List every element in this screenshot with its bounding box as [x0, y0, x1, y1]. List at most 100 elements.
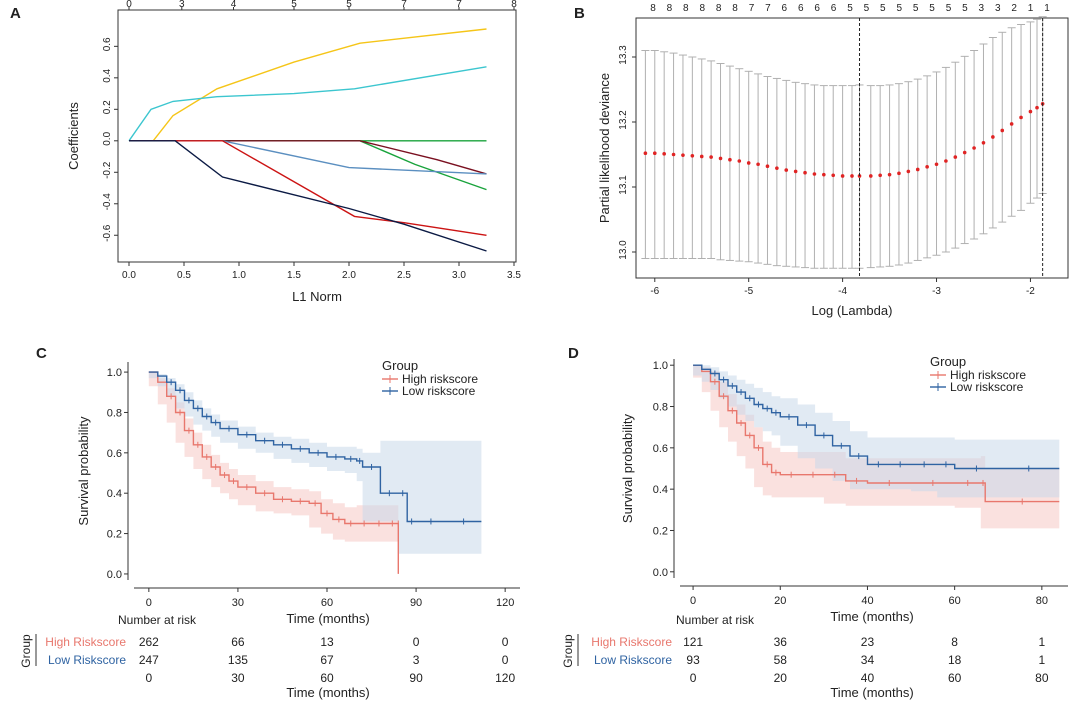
risk-row-label: Low Riskscore: [48, 653, 126, 667]
panel-b: B-6 -5 -4 -3 -213.013.113.213.38 8 8 8 8 8 7 7 6 6 6 6 5…: [574, 3, 1069, 318]
y-axis-title: Survival probability: [76, 416, 91, 526]
top-tick-label: 7: [401, 0, 407, 10]
confidence-band: [693, 365, 1060, 498]
top-tick-label: 3: [179, 0, 185, 10]
top-tick-label: 0: [126, 0, 132, 10]
panel-label-d: D: [568, 345, 579, 362]
x-tick-label: -3: [932, 286, 941, 297]
top-count-label: 8: [650, 3, 656, 14]
risk-count: 8: [951, 635, 958, 649]
plot-frame: [635, 17, 1069, 279]
deviance-point: [953, 155, 958, 159]
y-tick-label: 0.2: [107, 529, 122, 541]
deviance-point: [728, 157, 732, 162]
survival-curve: [693, 364, 1060, 503]
risk-table: Number at risk High Riskscore 121 36 23 8 1 Low…: [561, 613, 1049, 700]
y-tick-label: 0.4: [653, 484, 668, 496]
top-count-label: 5: [962, 3, 968, 14]
top-count-label: 8: [699, 3, 705, 14]
risk-time-label: 60: [320, 671, 334, 685]
risk-count: 1: [1038, 653, 1045, 667]
deviance-point: [775, 166, 779, 170]
x-axis-title: L1 Norm: [292, 289, 342, 304]
deviance-point: [718, 156, 723, 161]
y-tick-label: 0.0: [107, 569, 122, 581]
deviance-point: [1028, 109, 1033, 114]
top-count-label: 8: [683, 3, 689, 14]
deviance-point: [1035, 105, 1039, 110]
legend-title: Group: [382, 358, 418, 373]
x-tick-label: -6: [650, 286, 659, 297]
y-tick-label: 0.6: [107, 448, 122, 460]
top-count-label: 1: [1028, 3, 1034, 14]
panel-label-c: C: [36, 345, 47, 362]
risk-count: 18: [948, 653, 962, 667]
top-count-label: 8: [716, 3, 722, 14]
top-count-label: 7: [749, 3, 755, 14]
x-axis-title: Log (Lambda): [812, 303, 893, 318]
top-count-label: 5: [864, 3, 870, 14]
deviance-point: [906, 169, 911, 174]
top-count-label: 2: [1011, 3, 1017, 14]
y-axis-title: Survival probability: [620, 413, 635, 523]
coef-path-maroon: [129, 140, 487, 175]
deviance-point: [681, 153, 685, 157]
legend-entry: High riskscore: [950, 368, 1026, 382]
risk-count: 135: [228, 653, 248, 667]
y-tick-label: 13.1: [618, 175, 629, 195]
top-count-label: 3: [995, 3, 1001, 14]
x-tick-label: 0: [146, 597, 152, 609]
deviance-point: [699, 154, 704, 159]
risk-table: Number at risk High Riskscore 262 66 13 0 0 Low…: [19, 613, 515, 700]
top-count-label: 8: [732, 3, 738, 14]
x-axis-title: Time (months): [286, 611, 369, 626]
deviance-point: [756, 162, 760, 167]
deviance-point: [981, 141, 986, 145]
deviance-point: [887, 172, 892, 177]
risk-group-label: Group: [561, 634, 575, 668]
deviance-point: [962, 150, 967, 155]
coef-path-red: [129, 140, 487, 236]
risk-count: 1: [1038, 635, 1045, 649]
risk-count: 0: [413, 635, 420, 649]
top-tick-label: 5: [291, 0, 297, 10]
x-tick-label: 90: [410, 597, 422, 609]
confidence-band: [148, 372, 482, 554]
top-count-label: 5: [946, 3, 952, 14]
legend-entry: Low riskscore: [950, 380, 1024, 394]
x-tick-label: 30: [232, 597, 244, 609]
deviance-point: [803, 170, 807, 175]
deviance-point: [1009, 122, 1014, 126]
deviance-point: [643, 151, 648, 155]
top-count-label: 6: [831, 3, 837, 14]
top-tick-label: 4: [231, 0, 237, 10]
risk-time-label: 40: [861, 671, 875, 685]
deviance-point: [709, 155, 713, 159]
y-tick-label: -0.6: [102, 224, 113, 242]
x-tick-label: 20: [774, 595, 786, 607]
coef-path-green-2: [129, 140, 487, 191]
panel-label-a: A: [10, 5, 21, 22]
deviance-point: [850, 174, 854, 178]
risk-row-label: Low Riskscore: [594, 653, 672, 667]
y-tick-label: 1.0: [653, 360, 668, 372]
top-count-label: 5: [929, 3, 935, 14]
y-tick-label: -0.2: [102, 161, 113, 179]
top-count-label: 6: [782, 3, 788, 14]
risk-x-title: Time (months): [286, 685, 369, 700]
x-tick-label: 60: [321, 597, 333, 609]
top-count-label: 5: [847, 3, 853, 14]
deviance-point: [765, 164, 770, 168]
risk-time-label: 120: [495, 671, 515, 685]
x-tick-label: -4: [838, 286, 847, 297]
risk-count: 0: [502, 653, 509, 667]
risk-group-label: Group: [19, 634, 33, 668]
risk-time-label: 0: [146, 671, 153, 685]
x-tick-label: 0.0: [122, 270, 136, 281]
plot-frame: [117, 9, 517, 263]
top-count-label: 1: [1044, 3, 1050, 14]
